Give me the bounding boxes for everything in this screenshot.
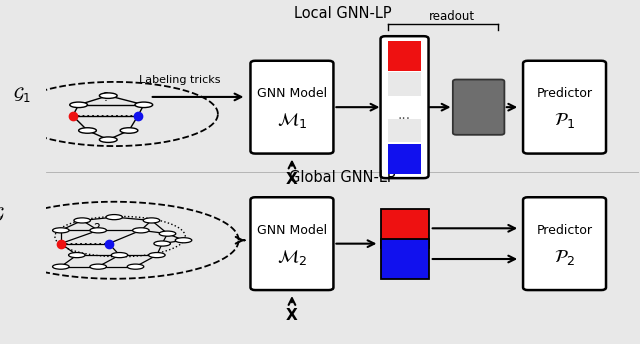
Text: Local GNN-LP: Local GNN-LP bbox=[294, 6, 391, 21]
Text: $\mathcal{G}_1$: $\mathcal{G}_1$ bbox=[13, 85, 31, 104]
FancyBboxPatch shape bbox=[250, 197, 333, 290]
Text: $\mathcal{M}_2$: $\mathcal{M}_2$ bbox=[277, 248, 307, 267]
Ellipse shape bbox=[175, 238, 192, 243]
Ellipse shape bbox=[99, 137, 117, 142]
FancyBboxPatch shape bbox=[381, 36, 429, 178]
Text: readout: readout bbox=[429, 10, 475, 23]
Ellipse shape bbox=[127, 264, 144, 269]
Text: $\mathcal{G}$: $\mathcal{G}$ bbox=[0, 205, 4, 223]
Text: ...: ... bbox=[398, 108, 411, 122]
Ellipse shape bbox=[135, 102, 153, 108]
Ellipse shape bbox=[79, 128, 97, 133]
Ellipse shape bbox=[70, 102, 88, 108]
Ellipse shape bbox=[90, 264, 106, 269]
Ellipse shape bbox=[132, 228, 149, 233]
Ellipse shape bbox=[99, 93, 117, 98]
Bar bbox=[388, 41, 421, 71]
Ellipse shape bbox=[106, 215, 122, 220]
FancyBboxPatch shape bbox=[453, 79, 504, 135]
Text: Global GNN-LP: Global GNN-LP bbox=[289, 170, 396, 185]
FancyBboxPatch shape bbox=[523, 197, 606, 290]
Ellipse shape bbox=[143, 218, 160, 223]
Text: $\mathbf{X}$: $\mathbf{X}$ bbox=[285, 307, 299, 323]
FancyBboxPatch shape bbox=[381, 239, 429, 279]
Text: Predictor: Predictor bbox=[536, 87, 593, 100]
FancyBboxPatch shape bbox=[250, 61, 333, 153]
Ellipse shape bbox=[111, 252, 128, 258]
Text: Predictor: Predictor bbox=[536, 224, 593, 237]
Text: $\mathcal{M}_1$: $\mathcal{M}_1$ bbox=[277, 111, 307, 130]
Ellipse shape bbox=[159, 231, 176, 236]
Text: GNN Model: GNN Model bbox=[257, 87, 327, 100]
Ellipse shape bbox=[148, 252, 165, 258]
Ellipse shape bbox=[120, 128, 138, 133]
Bar bbox=[388, 96, 421, 119]
Ellipse shape bbox=[74, 218, 90, 223]
Text: GNN Model: GNN Model bbox=[257, 224, 327, 237]
FancyBboxPatch shape bbox=[523, 61, 606, 153]
Ellipse shape bbox=[52, 264, 69, 269]
Text: $\mathcal{P}_1$: $\mathcal{P}_1$ bbox=[554, 111, 575, 130]
Ellipse shape bbox=[52, 228, 69, 233]
Text: ?: ? bbox=[93, 222, 100, 235]
Text: Labeling tricks: Labeling tricks bbox=[139, 75, 220, 85]
FancyBboxPatch shape bbox=[381, 208, 429, 248]
Text: $\mathbf{X}$: $\mathbf{X}$ bbox=[285, 171, 299, 187]
Bar bbox=[388, 144, 421, 174]
Bar bbox=[388, 72, 421, 96]
Ellipse shape bbox=[68, 252, 85, 258]
Bar bbox=[388, 119, 421, 142]
Ellipse shape bbox=[90, 228, 106, 233]
Text: ?: ? bbox=[102, 90, 109, 104]
Ellipse shape bbox=[154, 241, 170, 246]
Text: $\mathcal{P}_2$: $\mathcal{P}_2$ bbox=[554, 248, 575, 267]
